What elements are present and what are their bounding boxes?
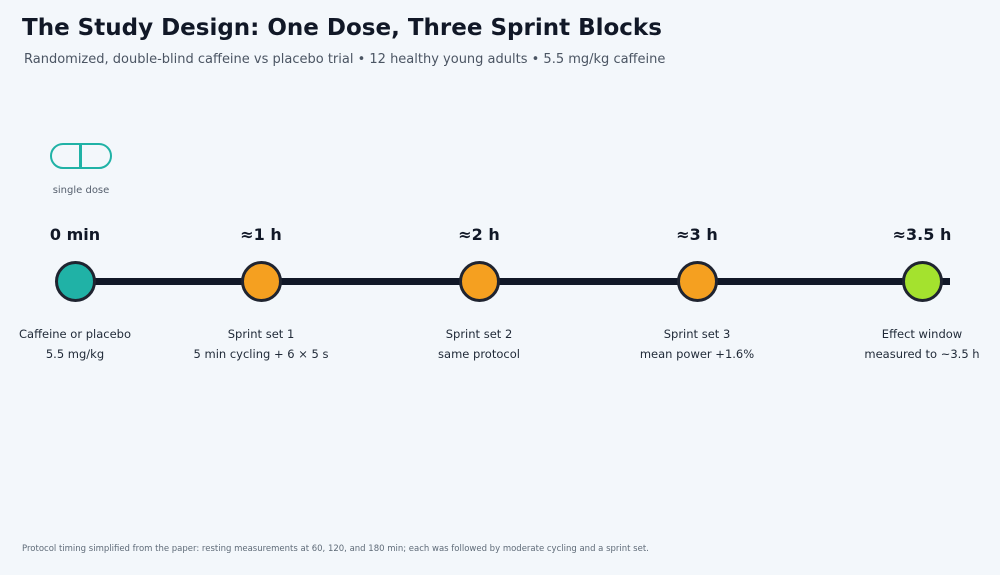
stage-node (55, 261, 96, 302)
page-subtitle: Randomized, double-blind caffeine vs pla… (24, 52, 666, 67)
stage-time: ≈3.5 h (892, 225, 952, 244)
stage-title: Caffeine or placebo (19, 327, 131, 341)
stage-time: ≈1 h (240, 225, 282, 244)
capsule-icon (50, 143, 112, 169)
capsule-divider (79, 145, 82, 167)
stage-title: Sprint set 3 (663, 327, 731, 341)
page-title: The Study Design: One Dose, Three Sprint… (22, 15, 662, 41)
stage-time: 0 min (49, 225, 101, 244)
stage-time: ≈2 h (458, 225, 500, 244)
footnote: Protocol timing simplified from the pape… (22, 544, 649, 554)
stage-title: Sprint set 1 (227, 327, 295, 341)
dose-label: single dose (52, 185, 110, 196)
stage-title: Effect window (881, 327, 963, 341)
stage-node (459, 261, 500, 302)
stage-node (241, 261, 282, 302)
stage-time: ≈3 h (676, 225, 718, 244)
stage-node (902, 261, 943, 302)
stage-detail: same protocol (438, 347, 520, 361)
stage-detail: mean power +1.6% (639, 347, 755, 361)
timeline-axis (75, 278, 950, 285)
stage-detail: 5 min cycling + 6 × 5 s (193, 347, 329, 361)
stage-detail: 5.5 mg/kg (45, 347, 105, 361)
stage-detail: measured to ~3.5 h (864, 347, 980, 361)
stage-node (677, 261, 718, 302)
stage-title: Sprint set 2 (445, 327, 513, 341)
